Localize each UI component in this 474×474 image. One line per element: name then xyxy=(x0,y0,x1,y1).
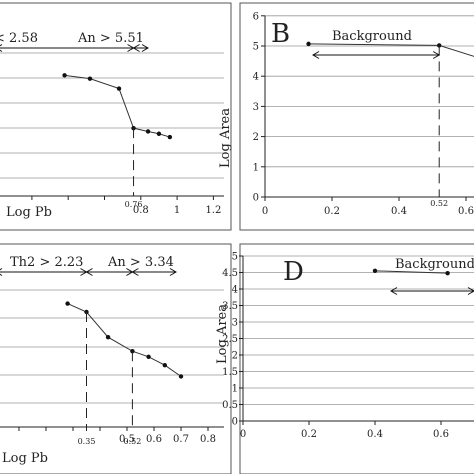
panel-a-frame xyxy=(0,2,232,231)
panel-a-x-axis-title: Log Pb xyxy=(6,205,52,220)
panel-c-x-tick-label: 0.5 xyxy=(119,434,135,445)
panel-d-y-tick-label: 4 xyxy=(232,285,238,296)
panel-b-y-tick-label: 4 xyxy=(253,72,259,83)
panel-a-annotation: An > 5.51 xyxy=(77,31,144,46)
arrow-head-right xyxy=(169,268,177,276)
panel-c-frame xyxy=(0,243,232,474)
arrow-head-right xyxy=(432,51,441,59)
panel-b-y-axis-title: Log Area xyxy=(218,108,233,168)
panel-d-series-point xyxy=(445,270,450,276)
panel-b-annotation: Background xyxy=(332,29,412,44)
panel-d-y-tick-label: 3.5 xyxy=(222,301,238,312)
panel-d-y-tick-label: 2 xyxy=(232,351,238,362)
panel-c-x-tick-label: 0.6 xyxy=(146,434,162,445)
panel-d-annotation: Background xyxy=(395,257,474,272)
panel-c-series-point xyxy=(162,363,167,368)
panel-b-frame xyxy=(239,2,474,231)
panel-a-threshold-label: 0.76 xyxy=(125,200,143,209)
panel-b-y-tick-label: 1 xyxy=(253,162,259,173)
panel-b-y-tick-label: 6 xyxy=(253,11,259,22)
panel-d-series-line xyxy=(374,270,448,274)
arrow-head-left xyxy=(132,44,140,52)
panel-a-x-tick-label: 1 xyxy=(174,205,180,216)
panel-c-annotation: Th2 > 2.23 xyxy=(10,255,83,270)
panel-b-x-tick-label: 0.4 xyxy=(391,206,407,217)
arrow-head-left xyxy=(131,268,139,276)
panel-a-annotation: < 2.58 xyxy=(0,31,38,46)
panel-d-y-tick-label: 1 xyxy=(232,384,238,395)
panel-c-series-point xyxy=(105,335,111,340)
panel-d-y-tick-label: 5 xyxy=(232,252,238,263)
panel-d-y-tick-label: 0.5 xyxy=(222,400,238,411)
panel-d-y-tick-label: 4.5 xyxy=(222,268,238,279)
arrow-head-right xyxy=(141,44,149,52)
panel-d-y-tick-label: 2.5 xyxy=(222,334,238,345)
panel-a-x-tick-label: 0.8 xyxy=(133,205,149,216)
panel-b-y-tick-label: 0 xyxy=(253,193,259,204)
panel-b-letter: B xyxy=(271,19,290,49)
panel-d-background-arrow xyxy=(390,287,474,295)
panel-c-x-tick-label: 0.8 xyxy=(200,434,216,445)
arrow-head-right xyxy=(467,287,474,295)
panel-d-y-tick-label: 0 xyxy=(232,417,238,428)
panel-a-series-point xyxy=(87,76,93,81)
panel-b-series-point xyxy=(306,41,311,47)
panel-d-y-axis-title: Log Area xyxy=(215,304,230,364)
panel-c-series-point xyxy=(146,354,151,359)
panel-d-frame xyxy=(239,243,474,474)
panel-b-background-arrow xyxy=(312,51,441,59)
panel-d-letter: D xyxy=(283,257,304,287)
panel-d-y-tick-label: 1.5 xyxy=(222,367,238,378)
panel-a-series-point xyxy=(167,134,173,140)
panel-c-series-point xyxy=(65,301,70,306)
panel-a-series-point xyxy=(116,86,122,91)
panel-b-x-tick-label: 0.6 xyxy=(458,206,474,217)
panel-c-x-tick-label: 0.7 xyxy=(173,434,189,445)
panel-b-x-tick-label: 0.2 xyxy=(324,206,340,217)
panel-a-series-point xyxy=(156,131,162,136)
panel-a-x-tick-label: 1.2 xyxy=(205,205,221,216)
panel-a-series-point xyxy=(145,129,151,134)
panel-c-series-point xyxy=(178,374,184,379)
panel-d-x-tick-label: 0.6 xyxy=(433,429,449,440)
panel-c-threshold-label: 0.52 xyxy=(123,437,141,446)
panel-c-annotation: An > 3.34 xyxy=(107,255,174,270)
arrow-head-left xyxy=(312,51,320,59)
panel-b-x-tick-label: 0 xyxy=(262,206,268,217)
panel-d-y-tick-label: 3 xyxy=(232,318,238,329)
panel-a-range-arrow-right xyxy=(132,44,149,52)
panel-c-x-axis-title: Log Pb xyxy=(2,451,48,466)
panel-b-y-tick-label: 2 xyxy=(253,132,259,143)
panel-d-series-point xyxy=(372,268,378,274)
panel-a-series-point xyxy=(62,73,67,78)
arrow-head-left xyxy=(85,268,93,276)
arrow-head-left xyxy=(390,287,398,295)
panel-b-threshold-label: 0.52 xyxy=(430,199,448,208)
panel-d-x-tick-label: 0.4 xyxy=(367,429,383,440)
panel-b-y-tick-label: 3 xyxy=(253,102,259,113)
panel-b-y-tick-label: 5 xyxy=(253,42,259,53)
panel-c-threshold-label: 0.35 xyxy=(78,437,96,446)
panel-c-range-arrow-right xyxy=(131,268,177,276)
panel-d-x-tick-label: 0.2 xyxy=(301,429,317,440)
panel-d-x-tick-label: 0 xyxy=(240,429,246,440)
